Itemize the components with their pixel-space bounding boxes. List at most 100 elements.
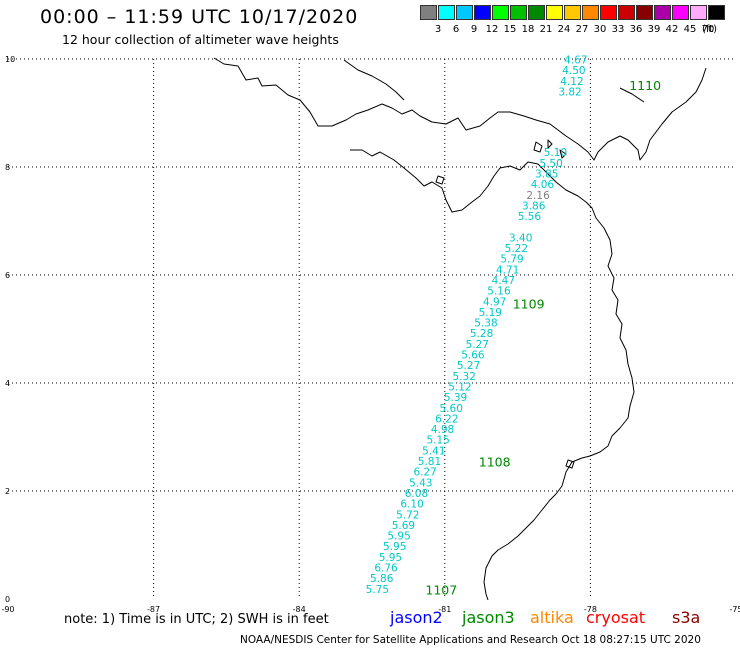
coastline-segment: [350, 149, 635, 601]
graticule-grid: [8, 58, 736, 599]
swh-value: 3.86: [522, 200, 546, 212]
coastline-segment: [343, 59, 405, 101]
footer-credit: NOAA/NESDIS Center for Satellite Applica…: [240, 634, 701, 646]
legend-label: 24: [557, 24, 571, 35]
legend-label: 45: [683, 24, 697, 35]
satellite-jason2: jason2: [390, 608, 443, 627]
lon-tick-label: -84: [293, 605, 306, 614]
legend-swatch: [456, 5, 473, 20]
legend-label: 6: [452, 24, 460, 35]
swh-value: 5.69: [392, 520, 415, 532]
lon-tick-label: -75: [729, 605, 740, 614]
swh-value: 5.38: [474, 318, 497, 330]
lat-tick-label: 10: [5, 55, 15, 64]
swh-value: 3.85: [535, 168, 558, 180]
altimeter-tracks: 4.674.504.123.82 5.105.503.854.062.163.86…: [366, 54, 588, 595]
chart-subtitle: 12 hour collection of altimeter wave hei…: [62, 32, 339, 47]
legend-swatch: [582, 5, 599, 20]
swh-value: 5.81: [418, 456, 441, 468]
swh-value: 5.66: [461, 350, 485, 362]
legend-label: 39: [647, 24, 661, 35]
legend-swatch: [636, 5, 653, 20]
coastline-segment: [435, 175, 445, 185]
swh-value: 5.50: [539, 158, 562, 170]
legend-label: 42: [665, 24, 679, 35]
coastline-segment: [533, 141, 543, 153]
legend-swatch: [546, 5, 563, 20]
swh-value: 5.56: [518, 211, 542, 223]
lat-tick-label: 4: [5, 379, 10, 388]
swh-value: 6.22: [435, 413, 458, 425]
legend-swatch: [528, 5, 545, 20]
swh-value: 6.08: [405, 488, 428, 500]
swh-value: 5.10: [544, 147, 567, 159]
swh-value: 5.75: [366, 584, 389, 596]
satellite-jason3: jason3: [462, 608, 515, 627]
swh-value: 5.95: [387, 531, 410, 543]
legend-swatch: [672, 5, 689, 20]
swh-value: 6.76: [374, 563, 398, 575]
coastline-segment: [619, 87, 645, 103]
legend-swatch: [618, 5, 635, 20]
legend-swatch: [474, 5, 491, 20]
swh-value: 5.16: [487, 286, 511, 298]
lon-tick-label: -81: [438, 605, 451, 614]
pass-labels: 1110 1109 1108 1107: [425, 78, 661, 598]
swh-value: 5.72: [396, 509, 419, 521]
swh-value: 5.32: [453, 371, 476, 383]
legend-label: 9: [470, 24, 478, 35]
legend-label: 12: [485, 24, 499, 35]
swh-value: 4.47: [492, 275, 515, 287]
coastline-segment: [565, 459, 575, 469]
swh-value: 4.97: [483, 296, 506, 308]
swh-value: 5.86: [370, 573, 394, 585]
axis-labels: -90 -87 -84 -81 -78 -75 0 2 4 6 8 10: [1, 55, 740, 614]
swh-value: 5.95: [383, 541, 406, 553]
lon-tick-label: -90: [1, 605, 14, 614]
pass-label: 1107: [425, 583, 457, 598]
footer-note: note: 1) Time is in UTC; 2) SWH is in fe…: [64, 612, 329, 627]
pass-label: 1108: [479, 455, 511, 470]
swh-value: 6.27: [413, 467, 436, 479]
legend-swatch: [492, 5, 509, 20]
legend-label: 70: [701, 24, 715, 35]
lon-tick-label: -87: [147, 605, 160, 614]
satellite-altika: altika: [530, 608, 574, 627]
lat-tick-label: 6: [5, 271, 10, 280]
legend-label: 21: [539, 24, 553, 35]
legend-label: 27: [575, 24, 589, 35]
satellite-cryosat: cryosat: [586, 608, 646, 627]
legend-swatch: [708, 5, 725, 20]
swh-value: 4.06: [531, 179, 555, 191]
legend-swatch: [510, 5, 527, 20]
satellite-s3a: s3a: [672, 608, 701, 627]
legend-label: 33: [611, 24, 625, 35]
swh-value-north: 4.67: [564, 54, 587, 66]
swh-value: 5.95: [379, 552, 402, 564]
swh-value-north: 4.50: [562, 65, 585, 77]
lat-tick-label: 0: [5, 595, 10, 604]
swh-value: 5.12: [448, 381, 471, 393]
swh-value: 5.27: [457, 360, 480, 372]
swh-value: 5.19: [479, 307, 502, 319]
coastline: [213, 57, 707, 601]
legend-unit: (ft): [702, 24, 718, 35]
swh-value: 2.16: [526, 190, 550, 202]
legend-swatch: [438, 5, 455, 20]
coastline-segment: [547, 139, 553, 149]
swh-value: 6.10: [400, 499, 423, 511]
swh-value: 5.43: [409, 477, 432, 489]
legend-swatch: [564, 5, 581, 20]
swh-value-north: 3.82: [558, 87, 581, 99]
swh-value: 4.71: [496, 264, 519, 276]
chart-title: 00:00 – 11:59 UTC 10/17/2020: [40, 6, 359, 28]
swh-value: 5.60: [440, 403, 463, 415]
lat-tick-label: 2: [5, 487, 10, 496]
legend-swatch: [654, 5, 671, 20]
coastline-segment: [559, 149, 567, 159]
lon-tick-label: -78: [584, 605, 597, 614]
swh-value: 3.40: [509, 232, 532, 244]
swh-value: 5.15: [426, 435, 449, 447]
swh-value: 5.27: [466, 339, 489, 351]
